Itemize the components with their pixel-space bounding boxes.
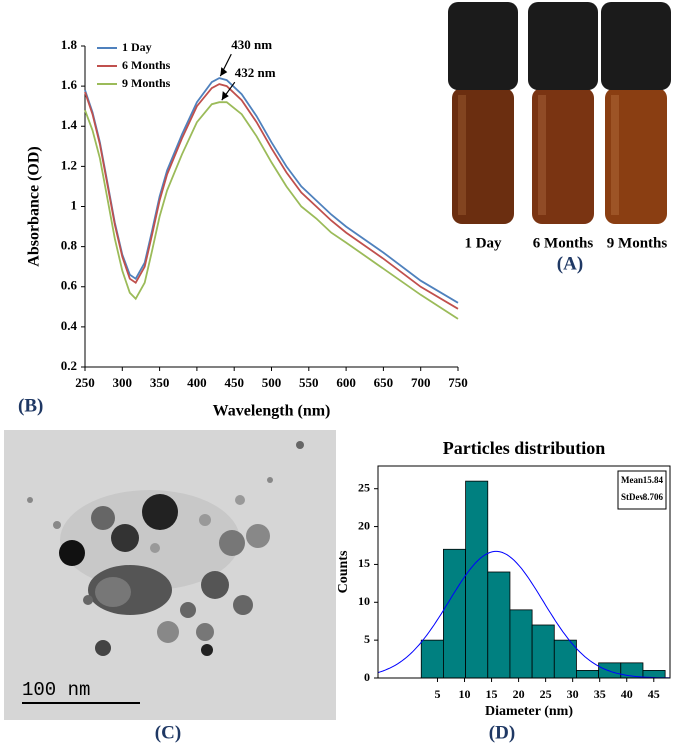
y-tick-label: 15 — [358, 556, 370, 570]
annotation: 430 nm — [231, 37, 272, 52]
fit-curve — [377, 550, 671, 679]
y-axis-title: Absorbance (OD) — [26, 146, 43, 266]
x-tick-label: 750 — [448, 375, 468, 390]
stats-label: Mean — [621, 475, 643, 485]
x-tick-label: 700 — [411, 375, 431, 390]
x-tick-label: 45 — [648, 687, 660, 701]
x-tick-label: 20 — [513, 687, 525, 701]
y-tick-label: 0.4 — [61, 318, 78, 333]
x-tick-label: 350 — [150, 375, 170, 390]
x-tick-label: 35 — [594, 687, 606, 701]
x-tick-label: 300 — [113, 375, 133, 390]
x-axis-title: Wavelength (nm) — [213, 403, 331, 420]
x-tick-label: 400 — [187, 375, 207, 390]
vial-label: 9 Months — [607, 235, 668, 251]
photo-panel: 1 Day 6 Months 9 Months (A) — [448, 2, 671, 274]
stats-label: StDev — [621, 492, 644, 502]
x-tick-label: 5 — [434, 687, 440, 701]
y-tick-label: 1.2 — [61, 157, 77, 172]
vial — [528, 2, 598, 224]
chart-title: Particles distribution — [443, 438, 606, 458]
y-tick-label: 1.6 — [61, 77, 78, 92]
y-axis-title: Counts — [336, 550, 351, 593]
histogram-bar — [576, 670, 600, 679]
x-tick-label: 450 — [224, 375, 244, 390]
vial — [601, 2, 671, 224]
scale-bar-label: 100 nm — [22, 679, 90, 701]
histogram-bar — [553, 639, 577, 679]
x-tick-label: 30 — [567, 687, 579, 701]
histogram-bar — [487, 571, 511, 679]
y-tick-label: 0 — [364, 670, 370, 684]
y-tick-label: 5 — [364, 632, 370, 646]
x-tick-label: 10 — [459, 687, 471, 701]
panel-label: (C) — [155, 722, 181, 743]
histogram-bar — [420, 639, 444, 679]
stats-value: 8.706 — [643, 492, 664, 502]
x-tick-label: 25 — [540, 687, 552, 701]
line-series — [84, 101, 459, 320]
legend-label: 1 Day — [122, 40, 152, 54]
y-tick-label: 20 — [358, 518, 370, 532]
line-series — [84, 83, 459, 310]
x-tick-label: 650 — [374, 375, 394, 390]
arrow-head — [221, 91, 229, 101]
histogram-bar — [509, 609, 533, 679]
histogram-bar — [465, 480, 489, 679]
panel-label: (D) — [489, 722, 515, 743]
annotation: 432 nm — [235, 65, 276, 80]
x-tick-label: 40 — [621, 687, 633, 701]
x-tick-label: 600 — [336, 375, 356, 390]
line-series — [84, 77, 459, 304]
stats-box — [617, 470, 667, 510]
micrograph-panel: 100 nm (C) — [4, 430, 336, 743]
y-tick-label: 1.4 — [61, 117, 78, 132]
x-tick-label: 500 — [262, 375, 282, 390]
histogram-bar — [443, 548, 466, 679]
y-tick-label: 1.8 — [61, 37, 78, 52]
y-tick-label: 25 — [358, 480, 370, 494]
y-tick-label: 1 — [71, 197, 78, 212]
vial-label: 1 Day — [464, 235, 502, 251]
panel-label: (B) — [18, 395, 43, 416]
arrow-head — [220, 67, 228, 77]
x-tick-label: 250 — [75, 375, 95, 390]
legend-label: 9 Months — [122, 76, 171, 90]
x-tick-label: 15 — [486, 687, 498, 701]
panel-label: (A) — [557, 253, 583, 274]
y-tick-label: 0.8 — [61, 238, 78, 253]
x-tick-label: 550 — [299, 375, 319, 390]
y-tick-label: 0.2 — [61, 358, 77, 373]
vial — [448, 2, 518, 224]
x-axis-title: Diameter (nm) — [485, 704, 573, 719]
y-tick-label: 0.6 — [61, 278, 78, 293]
histogram-bar — [598, 662, 622, 679]
stats-value: 15.84 — [643, 475, 664, 485]
histogram-bar — [531, 624, 555, 679]
y-tick-label: 10 — [358, 594, 370, 608]
legend-label: 6 Months — [122, 58, 171, 72]
vial-label: 6 Months — [533, 235, 594, 251]
